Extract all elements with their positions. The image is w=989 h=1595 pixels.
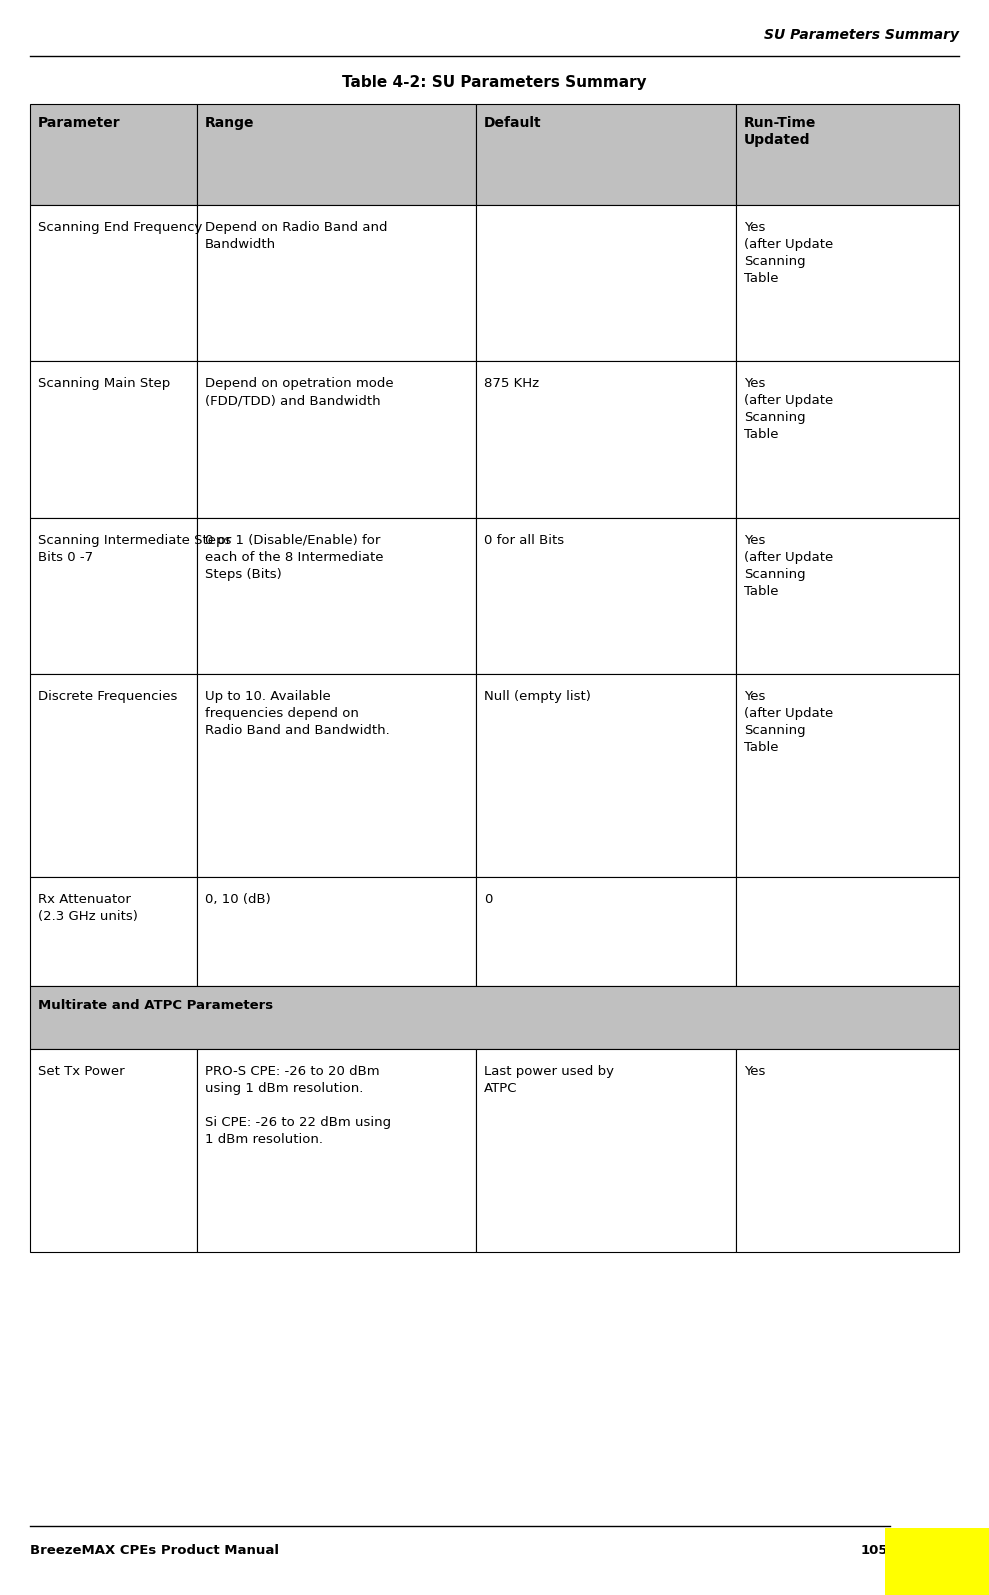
- FancyBboxPatch shape: [30, 104, 197, 206]
- FancyBboxPatch shape: [476, 518, 736, 675]
- FancyBboxPatch shape: [736, 675, 959, 877]
- FancyBboxPatch shape: [736, 877, 959, 986]
- Text: 0 for all Bits: 0 for all Bits: [484, 534, 564, 547]
- FancyBboxPatch shape: [197, 1050, 476, 1252]
- Text: Null (empty list): Null (empty list): [484, 691, 590, 703]
- FancyBboxPatch shape: [197, 518, 476, 675]
- Text: Table 4-2: SU Parameters Summary: Table 4-2: SU Parameters Summary: [342, 75, 647, 91]
- Text: 0, 10 (dB): 0, 10 (dB): [205, 893, 271, 906]
- FancyBboxPatch shape: [885, 1528, 989, 1595]
- FancyBboxPatch shape: [197, 362, 476, 518]
- Text: Depend on opetration mode
(FDD/TDD) and Bandwidth: Depend on opetration mode (FDD/TDD) and …: [205, 378, 394, 407]
- Text: Default: Default: [484, 116, 541, 131]
- Text: Yes: Yes: [744, 1065, 765, 1078]
- FancyBboxPatch shape: [30, 986, 959, 1050]
- FancyBboxPatch shape: [476, 1050, 736, 1252]
- Text: Parameter: Parameter: [38, 116, 121, 131]
- Text: BreezeMAX CPEs Product Manual: BreezeMAX CPEs Product Manual: [30, 1544, 279, 1557]
- Text: Discrete Frequencies: Discrete Frequencies: [38, 691, 177, 703]
- Text: Yes
(after Update
Scanning
Table: Yes (after Update Scanning Table: [744, 534, 834, 598]
- Text: 0: 0: [484, 893, 493, 906]
- Text: Depend on Radio Band and
Bandwidth: Depend on Radio Band and Bandwidth: [205, 222, 388, 250]
- FancyBboxPatch shape: [736, 206, 959, 362]
- Text: PRO-S CPE: -26 to 20 dBm
using 1 dBm resolution.

Si CPE: -26 to 22 dBm using
1 : PRO-S CPE: -26 to 20 dBm using 1 dBm res…: [205, 1065, 391, 1145]
- Text: 0 or 1 (Disable/Enable) for
each of the 8 Intermediate
Steps (Bits): 0 or 1 (Disable/Enable) for each of the …: [205, 534, 384, 581]
- Text: Yes
(after Update
Scanning
Table: Yes (after Update Scanning Table: [744, 378, 834, 442]
- Text: Multirate and ATPC Parameters: Multirate and ATPC Parameters: [38, 998, 273, 1013]
- Text: Rx Attenuator
(2.3 GHz units): Rx Attenuator (2.3 GHz units): [38, 893, 137, 924]
- FancyBboxPatch shape: [197, 675, 476, 877]
- Text: Up to 10. Available
frequencies depend on
Radio Band and Bandwidth.: Up to 10. Available frequencies depend o…: [205, 691, 390, 737]
- FancyBboxPatch shape: [736, 362, 959, 518]
- Text: Range: Range: [205, 116, 254, 131]
- FancyBboxPatch shape: [197, 206, 476, 362]
- FancyBboxPatch shape: [197, 104, 476, 206]
- Text: Scanning Main Step: Scanning Main Step: [38, 378, 170, 391]
- FancyBboxPatch shape: [30, 518, 197, 675]
- Text: Last power used by
ATPC: Last power used by ATPC: [484, 1065, 614, 1094]
- Text: Scanning End Frequency: Scanning End Frequency: [38, 222, 202, 234]
- Text: Yes
(after Update
Scanning
Table: Yes (after Update Scanning Table: [744, 222, 834, 286]
- Text: Scanning Intermediate Steps
Bits 0 -7: Scanning Intermediate Steps Bits 0 -7: [38, 534, 231, 563]
- FancyBboxPatch shape: [736, 1050, 959, 1252]
- FancyBboxPatch shape: [197, 877, 476, 986]
- FancyBboxPatch shape: [736, 518, 959, 675]
- FancyBboxPatch shape: [30, 1050, 197, 1252]
- Text: SU Parameters Summary: SU Parameters Summary: [764, 29, 959, 41]
- FancyBboxPatch shape: [476, 206, 736, 362]
- FancyBboxPatch shape: [30, 675, 197, 877]
- FancyBboxPatch shape: [476, 104, 736, 206]
- Text: Set Tx Power: Set Tx Power: [38, 1065, 125, 1078]
- Text: Run-Time
Updated: Run-Time Updated: [744, 116, 817, 147]
- FancyBboxPatch shape: [476, 877, 736, 986]
- FancyBboxPatch shape: [736, 104, 959, 206]
- Text: 105: 105: [860, 1544, 888, 1557]
- Text: 875 KHz: 875 KHz: [484, 378, 539, 391]
- Text: Yes
(after Update
Scanning
Table: Yes (after Update Scanning Table: [744, 691, 834, 754]
- FancyBboxPatch shape: [476, 362, 736, 518]
- FancyBboxPatch shape: [30, 206, 197, 362]
- FancyBboxPatch shape: [30, 877, 197, 986]
- FancyBboxPatch shape: [30, 362, 197, 518]
- FancyBboxPatch shape: [476, 675, 736, 877]
